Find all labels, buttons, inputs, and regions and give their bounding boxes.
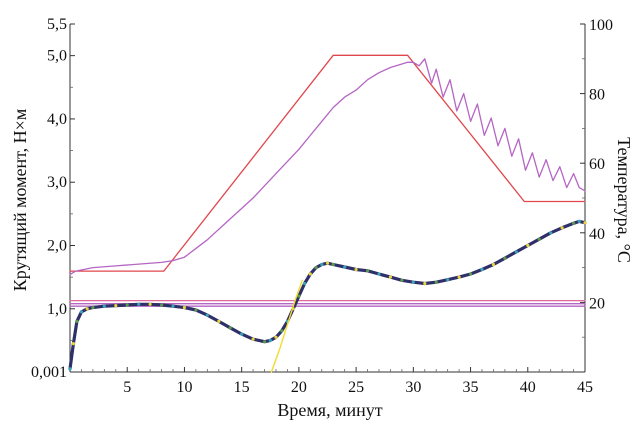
torque-data-point xyxy=(263,340,267,344)
torque-data-point xyxy=(308,272,312,276)
torque-data-point xyxy=(583,221,587,225)
left-y-tick-label: 1,0 xyxy=(47,301,67,318)
left-y-tick-label: 5,5 xyxy=(47,16,67,33)
torque-data-point xyxy=(280,329,284,333)
right-y-axis-title: Температура, °C xyxy=(614,137,632,263)
torque-data-point xyxy=(114,304,118,308)
torque-data-point xyxy=(79,310,83,314)
torque-data-point xyxy=(160,303,164,307)
torque-data-point xyxy=(268,338,272,342)
left-y-tick-label: 3,0 xyxy=(47,174,67,191)
torque-data-point xyxy=(205,313,209,317)
torque-data-point xyxy=(325,261,330,265)
torque-data-point xyxy=(469,272,473,276)
left-y-tick-label: 2,0 xyxy=(47,237,67,254)
left-y-tick-label: 5,0 xyxy=(47,48,67,65)
x-tick-label: 15 xyxy=(234,379,250,396)
right-y-tick-label: 60 xyxy=(589,156,605,173)
x-tick-label: 5 xyxy=(123,379,131,396)
torque-data-point xyxy=(85,307,89,311)
torque-data-point xyxy=(71,342,75,346)
torque-data-point xyxy=(148,302,152,306)
torque-data-point xyxy=(377,272,381,276)
torque-data-point xyxy=(194,308,198,312)
x-tick-label: 30 xyxy=(405,379,421,396)
torque-data-point xyxy=(577,219,581,223)
torque-data-point xyxy=(526,243,530,248)
torque-data-point xyxy=(537,237,541,241)
series-line-2 xyxy=(69,58,586,276)
x-tick-label: 10 xyxy=(176,379,192,396)
right-y-tick-label: 100 xyxy=(589,17,613,34)
torque-data-point xyxy=(75,319,79,323)
left-y-tick-label: 4,0 xyxy=(47,111,67,128)
x-tick-label: 45 xyxy=(577,379,593,396)
torque-data-point xyxy=(240,332,244,336)
x-tick-label: 35 xyxy=(463,379,479,396)
torque-data-point xyxy=(514,250,518,254)
torque-data-point xyxy=(68,367,72,371)
series-line-7 xyxy=(270,279,303,373)
torque-data-point xyxy=(228,326,232,330)
torque-data-point xyxy=(217,319,221,323)
torque-data-point xyxy=(434,280,438,284)
torque-data-point xyxy=(354,267,358,272)
torque-data-point xyxy=(182,305,186,310)
torque-data-point xyxy=(102,304,106,308)
torque-data-point xyxy=(491,262,495,267)
torque-data-point xyxy=(91,305,95,310)
torque-data-point xyxy=(560,226,564,230)
torque-data-point xyxy=(400,278,404,282)
torque-data-point xyxy=(457,275,461,279)
torque-data-point xyxy=(251,337,255,341)
torque-data-point xyxy=(388,275,392,279)
torque-data-point xyxy=(314,266,318,270)
torque-data-point xyxy=(171,304,175,308)
torque-data-point xyxy=(366,269,370,273)
series-line-6 xyxy=(68,219,587,371)
torque-data-point xyxy=(480,267,484,272)
x-tick-label: 25 xyxy=(348,379,364,396)
torque-data-point xyxy=(320,262,324,267)
torque-data-point xyxy=(423,281,427,286)
left-y-tick-label: 0,001 xyxy=(31,364,67,381)
torque-data-point xyxy=(303,281,307,286)
torque-data-point xyxy=(343,265,347,269)
right-y-tick-label: 20 xyxy=(589,295,605,312)
torque-data-point xyxy=(446,278,450,282)
torque-data-point xyxy=(297,294,301,298)
x-axis-title: Время, минут xyxy=(277,400,382,420)
torque-data-point xyxy=(503,256,507,260)
torque-data-point xyxy=(125,303,129,307)
right-y-tick-label: 40 xyxy=(589,226,605,243)
series-line-1 xyxy=(69,54,586,272)
x-tick-label: 40 xyxy=(520,379,536,396)
torque-data-point xyxy=(274,335,278,339)
torque-data-point xyxy=(331,262,335,267)
torque-data-point xyxy=(549,231,553,235)
x-tick-label: 20 xyxy=(291,379,307,396)
torque-data-point xyxy=(137,302,141,306)
torque-data-point xyxy=(411,280,415,284)
right-y-tick-label: 80 xyxy=(589,87,605,104)
torque-data-point xyxy=(572,221,576,225)
left-y-axis-title: Крутящий момент, Н×м xyxy=(10,109,30,291)
